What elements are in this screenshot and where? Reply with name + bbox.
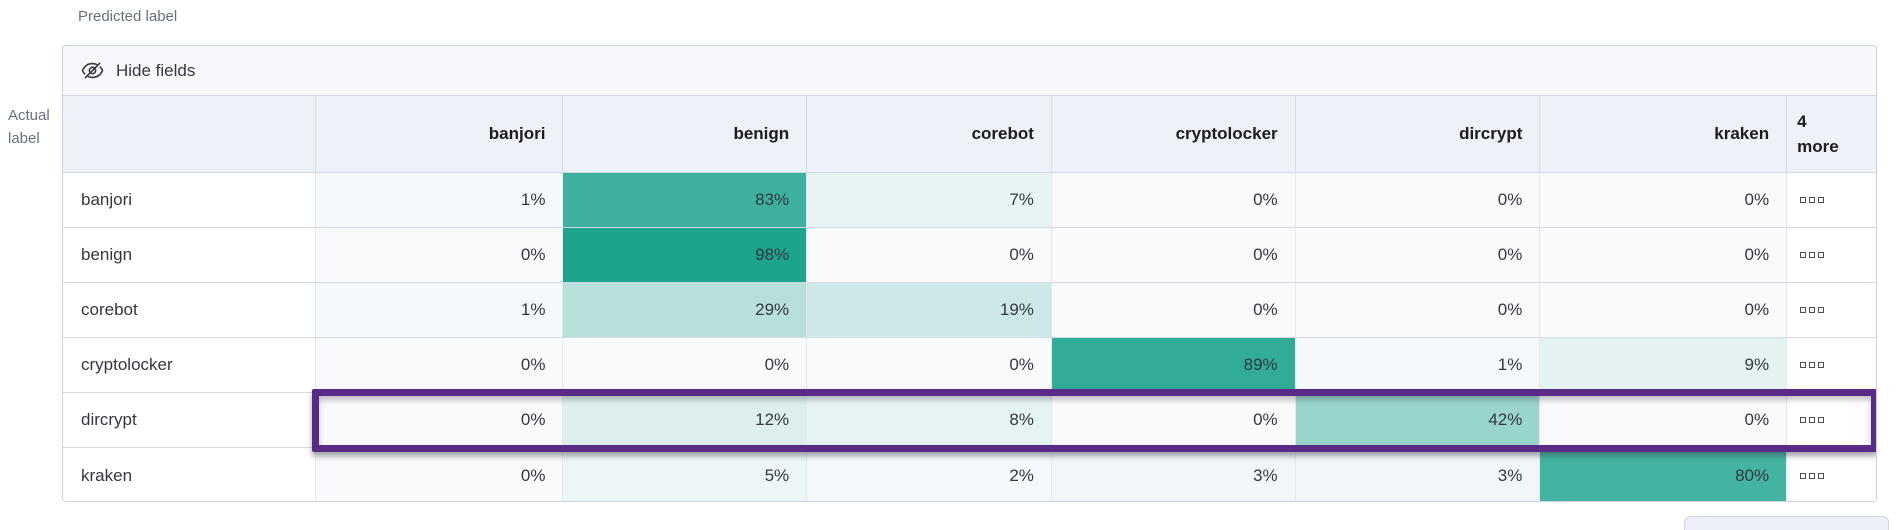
table-row-cryptolocker: cryptolocker 0% 0% 0% 89% 1% 9% xyxy=(63,338,1876,393)
matrix-cell-dircrypt-benign: 12% xyxy=(563,393,808,447)
matrix-cell-kraken-dircrypt: 3% xyxy=(1295,448,1541,501)
boxes-horizontal-icon xyxy=(1800,197,1807,203)
column-header-corebot[interactable]: corebot xyxy=(807,96,1052,172)
column-header-more[interactable]: 4 more xyxy=(1797,111,1839,157)
matrix-cell-dircrypt-corebot: 8% xyxy=(807,393,1052,447)
expand-hidden-columns-button[interactable] xyxy=(1796,303,1828,317)
matrix-cell-corebot-cryptolocker: 0% xyxy=(1051,283,1296,337)
boxes-horizontal-icon xyxy=(1818,252,1825,258)
table-row-kraken: kraken 0% 5% 2% 3% 3% 80% xyxy=(63,448,1876,501)
boxes-horizontal-icon xyxy=(1800,472,1807,479)
matrix-cell-benign-banjori: 0% xyxy=(315,228,564,282)
row-label: kraken xyxy=(63,448,316,501)
column-header-benign[interactable]: benign xyxy=(563,96,808,172)
grid-toolbar: Hide fields xyxy=(63,46,1876,96)
predicted-label-axis: Predicted label xyxy=(78,8,178,25)
column-header-row: banjori benign corebot cryptolocker dircrypt… xyxy=(63,96,1876,173)
row-actions-cell xyxy=(1787,283,1876,337)
matrix-cell-cryptolocker-corebot: 0% xyxy=(807,338,1052,392)
matrix-cell-cryptolocker-banjori: 0% xyxy=(315,338,564,392)
matrix-cell-banjori-dircrypt: 0% xyxy=(1295,173,1541,227)
table-row-dircrypt: dircrypt 0% 12% 8% 0% 42% 0% xyxy=(63,393,1876,448)
matrix-cell-corebot-benign: 29% xyxy=(563,283,808,337)
row-actions-cell xyxy=(1787,393,1876,447)
row-label: corebot xyxy=(63,283,316,337)
matrix-cell-dircrypt-banjori: 0% xyxy=(315,393,564,447)
boxes-horizontal-icon xyxy=(1809,472,1816,479)
matrix-cell-banjori-banjori: 1% xyxy=(315,173,564,227)
row-label: dircrypt xyxy=(63,393,316,447)
matrix-cell-kraken-cryptolocker: 3% xyxy=(1051,448,1296,501)
boxes-horizontal-icon xyxy=(1800,307,1807,313)
matrix-cell-kraken-corebot: 2% xyxy=(807,448,1052,501)
expand-hidden-columns-button[interactable] xyxy=(1796,413,1828,427)
column-header-kraken[interactable]: kraken xyxy=(1540,96,1788,172)
boxes-horizontal-icon xyxy=(1818,472,1825,479)
matrix-cell-benign-benign: 98% xyxy=(563,228,808,282)
row-actions-cell xyxy=(1787,338,1876,392)
row-label: cryptolocker xyxy=(63,338,316,392)
matrix-rows: banjori 1% 83% 7% 0% 0% 0% benign 0% 98% 0% 0% 0% 0% c… xyxy=(63,173,1876,501)
actual-label-axis: Actual label xyxy=(8,104,50,151)
boxes-horizontal-icon xyxy=(1809,362,1816,368)
boxes-horizontal-icon xyxy=(1800,252,1807,258)
boxes-horizontal-icon xyxy=(1809,417,1816,423)
confusion-matrix-grid: Hide fields banjori benign corebot cryptolo… xyxy=(62,45,1877,502)
expand-hidden-columns-button[interactable] xyxy=(1796,469,1828,483)
boxes-horizontal-icon xyxy=(1809,307,1816,313)
column-header-dircrypt[interactable]: dircrypt xyxy=(1296,96,1541,172)
matrix-cell-kraken-kraken: 80% xyxy=(1540,448,1788,501)
horizontal-scrollbar[interactable] xyxy=(1684,516,1889,530)
matrix-cell-benign-corebot: 0% xyxy=(807,228,1052,282)
boxes-horizontal-icon xyxy=(1818,362,1825,368)
row-actions-cell xyxy=(1787,228,1876,282)
matrix-cell-banjori-cryptolocker: 0% xyxy=(1051,173,1296,227)
row-actions-cell xyxy=(1787,173,1876,227)
matrix-cell-banjori-kraken: 0% xyxy=(1540,173,1788,227)
matrix-cell-cryptolocker-kraken: 9% xyxy=(1540,338,1788,392)
matrix-cell-kraken-banjori: 0% xyxy=(315,448,564,501)
hide-fields-button[interactable]: Hide fields xyxy=(81,59,195,82)
matrix-cell-kraken-benign: 5% xyxy=(563,448,808,501)
matrix-cell-corebot-dircrypt: 0% xyxy=(1295,283,1541,337)
matrix-cell-banjori-benign: 83% xyxy=(563,173,808,227)
eye-slash-icon xyxy=(81,62,104,79)
matrix-cell-benign-cryptolocker: 0% xyxy=(1051,228,1296,282)
expand-hidden-columns-button[interactable] xyxy=(1796,358,1828,372)
row-label: banjori xyxy=(63,173,316,227)
boxes-horizontal-icon xyxy=(1818,417,1825,423)
matrix-cell-banjori-corebot: 7% xyxy=(807,173,1052,227)
row-actions-cell xyxy=(1787,448,1876,501)
boxes-horizontal-icon xyxy=(1809,197,1816,203)
matrix-cell-cryptolocker-dircrypt: 1% xyxy=(1295,338,1541,392)
column-header-cryptolocker[interactable]: cryptolocker xyxy=(1052,96,1296,172)
matrix-cell-dircrypt-kraken: 0% xyxy=(1540,393,1788,447)
matrix-cell-dircrypt-cryptolocker: 0% xyxy=(1051,393,1296,447)
table-row-corebot: corebot 1% 29% 19% 0% 0% 0% xyxy=(63,283,1876,338)
expand-hidden-columns-button[interactable] xyxy=(1796,193,1828,207)
matrix-cell-corebot-kraken: 0% xyxy=(1540,283,1788,337)
matrix-cell-corebot-banjori: 1% xyxy=(315,283,564,337)
row-label-column-header xyxy=(63,96,316,172)
table-row-benign: benign 0% 98% 0% 0% 0% 0% xyxy=(63,228,1876,283)
boxes-horizontal-icon xyxy=(1809,252,1816,258)
column-header-banjori[interactable]: banjori xyxy=(316,96,564,172)
table-row-banjori: banjori 1% 83% 7% 0% 0% 0% xyxy=(63,173,1876,228)
boxes-horizontal-icon xyxy=(1800,362,1807,368)
actual-label-line1: Actual xyxy=(8,107,50,124)
matrix-cell-dircrypt-dircrypt: 42% xyxy=(1295,393,1541,447)
actual-label-line2: label xyxy=(8,130,40,148)
matrix-cell-corebot-corebot: 19% xyxy=(807,283,1052,337)
matrix-cell-cryptolocker-cryptolocker: 89% xyxy=(1051,338,1296,392)
hide-fields-label: Hide fields xyxy=(116,60,196,80)
boxes-horizontal-icon xyxy=(1818,307,1825,313)
matrix-cell-benign-kraken: 0% xyxy=(1540,228,1788,282)
matrix-cell-benign-dircrypt: 0% xyxy=(1295,228,1541,282)
boxes-horizontal-icon xyxy=(1818,197,1825,203)
boxes-horizontal-icon xyxy=(1800,417,1807,423)
expand-hidden-columns-button[interactable] xyxy=(1796,248,1828,262)
matrix-cell-cryptolocker-benign: 0% xyxy=(563,338,808,392)
row-label: benign xyxy=(63,228,316,282)
